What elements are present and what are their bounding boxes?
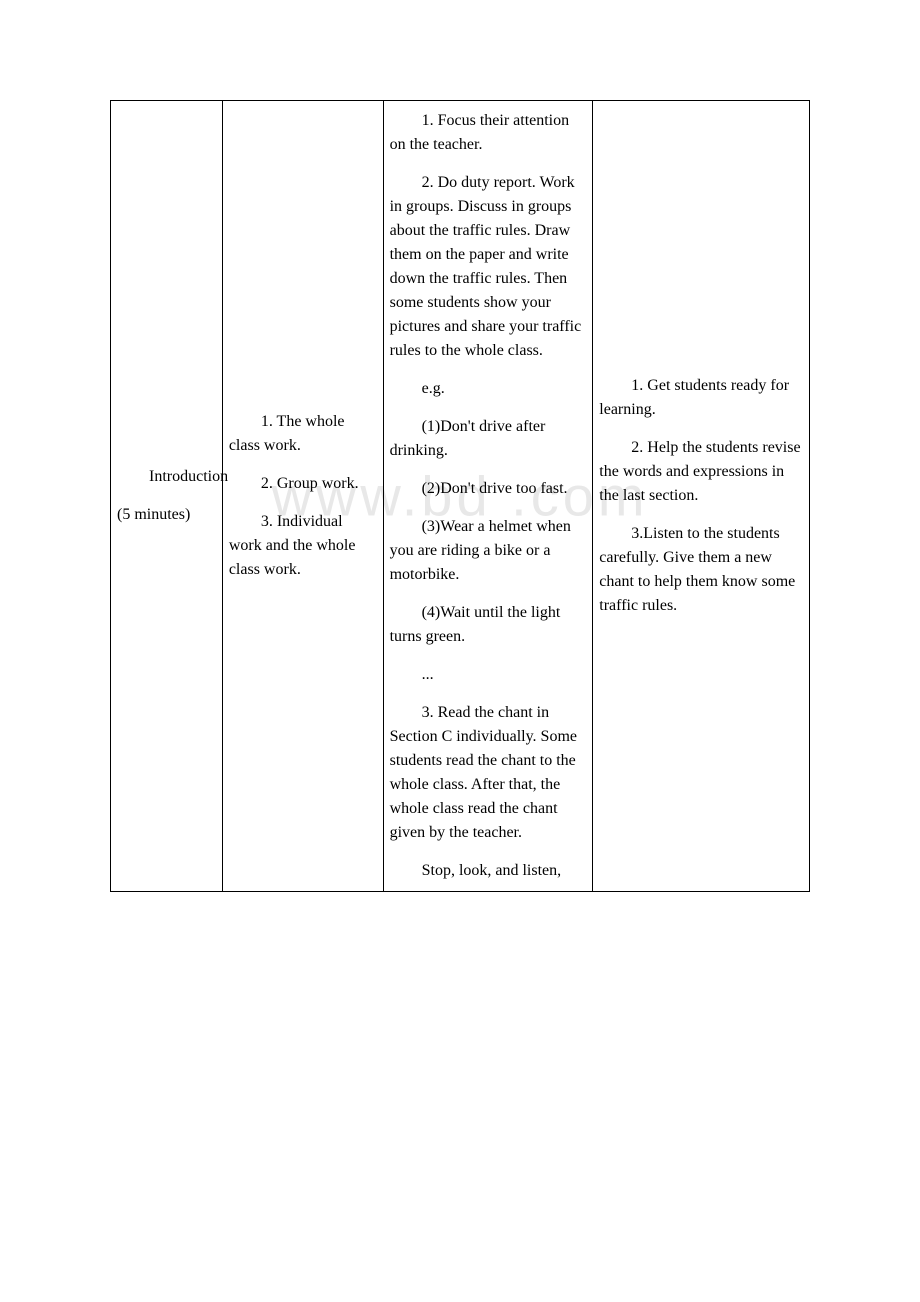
stage-name: Introduction bbox=[117, 465, 216, 489]
purpose-1: 1. Get students ready for learning. bbox=[599, 374, 803, 422]
activity-eg: e.g. bbox=[390, 377, 587, 401]
cell-student-activity: 1. Focus their attention on the teacher.… bbox=[383, 101, 593, 892]
activity-2: 2. Do duty report. Work in groups. Discu… bbox=[390, 171, 587, 363]
document-content: Introduction (5 minutes) 1. The whole cl… bbox=[110, 100, 810, 892]
stage-duration: (5 minutes) bbox=[117, 503, 216, 527]
work-item-2: 2. Group work. bbox=[229, 472, 377, 496]
cell-stage: Introduction (5 minutes) bbox=[111, 101, 223, 892]
lesson-plan-table: Introduction (5 minutes) 1. The whole cl… bbox=[110, 100, 810, 892]
work-item-1: 1. The whole class work. bbox=[229, 410, 377, 458]
purpose-2: 2. Help the students revise the words an… bbox=[599, 436, 803, 508]
activity-rule-2: (2)Don't drive too fast. bbox=[390, 477, 587, 501]
activity-rule-4: (4)Wait until the light turns green. bbox=[390, 601, 587, 649]
activity-3: 3. Read the chant in Section C individua… bbox=[390, 701, 587, 845]
activity-ellipsis: ... bbox=[390, 663, 587, 687]
cell-work-type: 1. The whole class work. 2. Group work. … bbox=[222, 101, 383, 892]
table-row: Introduction (5 minutes) 1. The whole cl… bbox=[111, 101, 810, 892]
work-item-3: 3. Individual work and the whole class w… bbox=[229, 510, 377, 582]
activity-chant: Stop, look, and listen, bbox=[390, 859, 587, 883]
activity-1: 1. Focus their attention on the teacher. bbox=[390, 109, 587, 157]
purpose-3: 3.Listen to the students carefully. Give… bbox=[599, 522, 803, 618]
activity-rule-3: (3)Wear a helmet when you are riding a b… bbox=[390, 515, 587, 587]
activity-rule-1: (1)Don't drive after drinking. bbox=[390, 415, 587, 463]
cell-purpose: 1. Get students ready for learning. 2. H… bbox=[593, 101, 810, 892]
